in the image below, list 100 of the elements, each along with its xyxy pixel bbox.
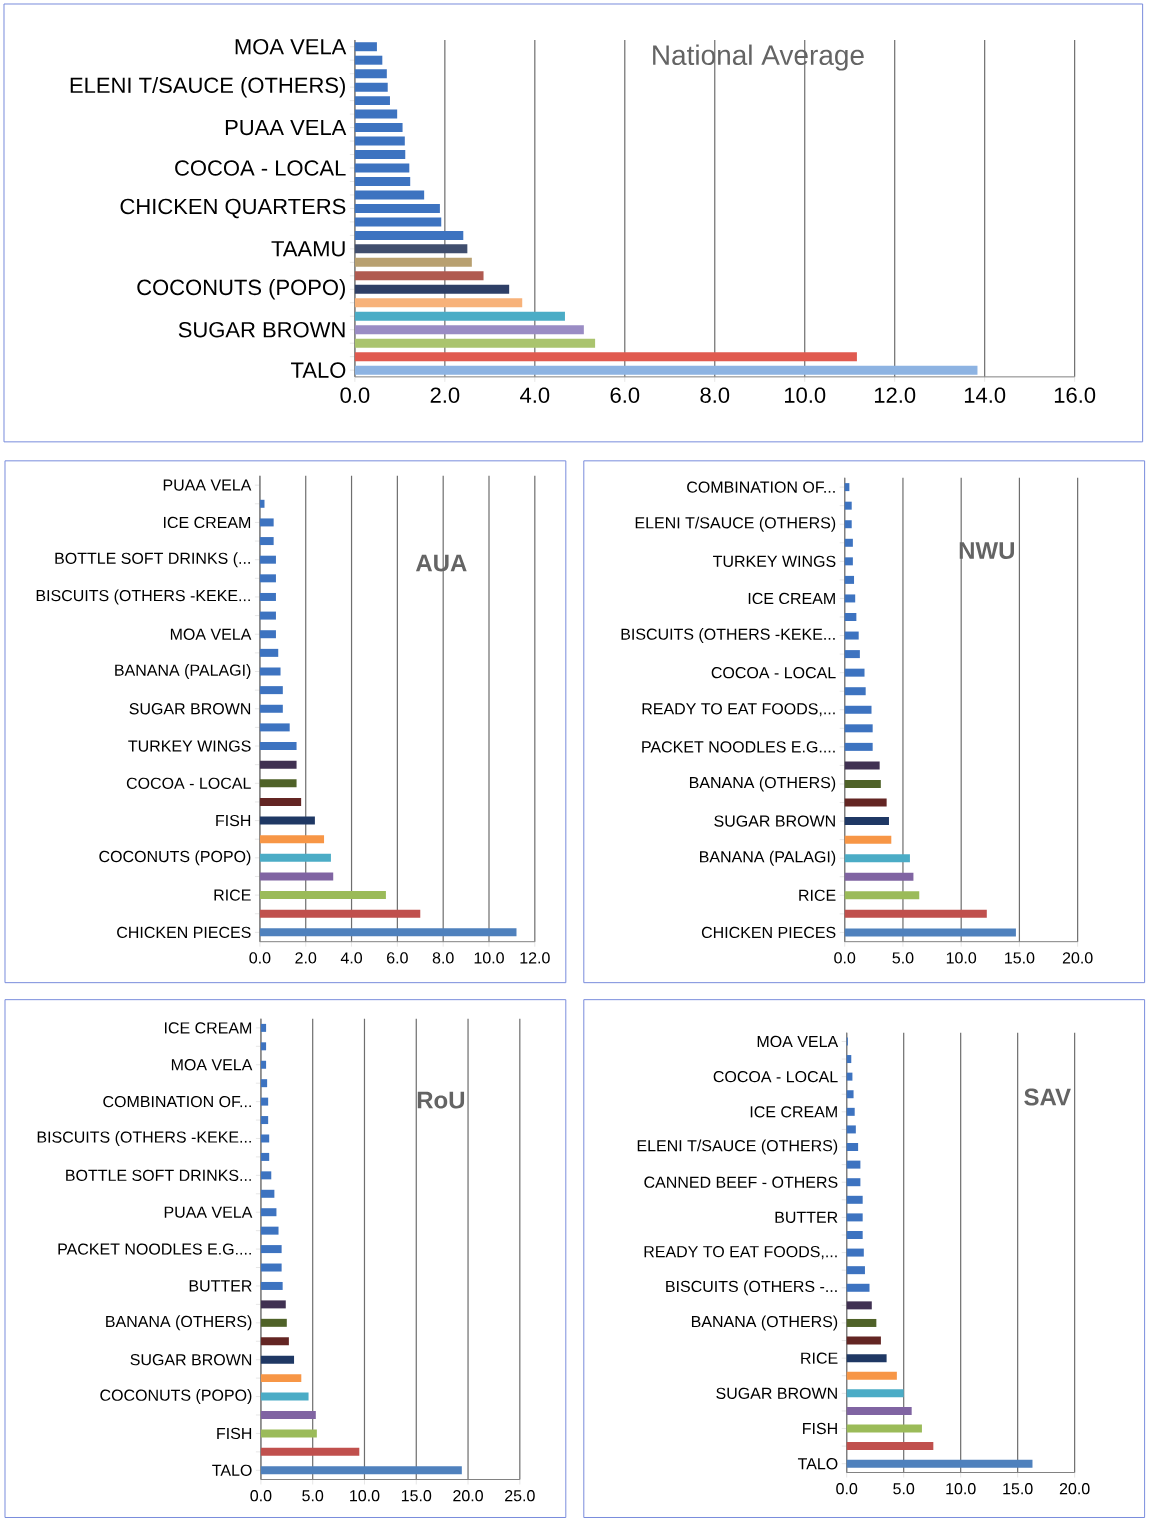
bar <box>846 1213 863 1222</box>
x-tick-label: 0.0 <box>834 952 856 964</box>
bar <box>355 325 585 335</box>
bar <box>261 1245 282 1254</box>
bar <box>260 723 290 732</box>
bar <box>846 1143 859 1152</box>
y-tick-label: PUAA VELA <box>164 1206 253 1218</box>
bar <box>844 705 872 714</box>
bar <box>261 1337 290 1346</box>
bar <box>260 779 297 788</box>
bar <box>846 1283 870 1292</box>
y-tick-label: TURKEY WINGS <box>713 555 836 567</box>
y-tick-label: SUGAR BROWN <box>714 815 836 827</box>
bar <box>260 853 332 862</box>
bar <box>355 163 410 173</box>
x-tick-label: 16.0 <box>1055 387 1096 403</box>
y-tick-label: ICE CREAM <box>165 1022 252 1034</box>
bar <box>846 1195 863 1204</box>
bar <box>261 1208 277 1217</box>
bar <box>846 1424 923 1433</box>
y-tick-label: RICE <box>799 889 836 901</box>
bar <box>261 1429 318 1438</box>
bar <box>261 1171 272 1180</box>
bar <box>844 575 855 584</box>
bar <box>846 1354 887 1363</box>
y-tick-label: READY TO EAT FOODS,... <box>644 1245 837 1260</box>
bar <box>261 1116 269 1125</box>
y-tick-label: MOA VELA <box>172 1059 253 1071</box>
bar <box>261 1318 287 1327</box>
y-tick-label: PACKET NOODLES E.G.... <box>58 1243 252 1255</box>
y-tick-label: CHICKEN QUARTERS <box>120 198 346 219</box>
bar <box>844 928 1017 937</box>
bar <box>355 82 388 92</box>
bar <box>260 611 277 620</box>
bar <box>844 557 854 566</box>
bar <box>261 1152 270 1161</box>
bar <box>846 1248 864 1257</box>
bar <box>844 538 854 547</box>
bar <box>844 872 914 881</box>
bar <box>355 230 464 240</box>
bar <box>261 1263 282 1272</box>
x-tick-label: 4.0 <box>520 387 550 403</box>
bar <box>355 123 403 133</box>
bar <box>355 217 442 227</box>
y-tick-label: COMBINATION OF... <box>687 481 835 493</box>
bar <box>260 909 421 918</box>
bar <box>355 190 425 200</box>
bar <box>844 854 911 863</box>
bar <box>261 1060 267 1069</box>
y-tick-label: TALO <box>291 362 346 378</box>
bar <box>844 835 892 844</box>
x-tick-label: 10.0 <box>474 952 505 964</box>
bar <box>260 872 334 881</box>
bar <box>846 1125 857 1134</box>
bar <box>355 271 484 281</box>
y-tick-label: COCOA - LOCAL <box>127 777 252 789</box>
x-tick-label: 15.0 <box>1003 1483 1033 1495</box>
bar <box>355 109 398 119</box>
bar <box>844 631 859 640</box>
bar <box>261 1079 268 1088</box>
y-tick-label: MOA VELA <box>171 628 252 640</box>
bar <box>846 1090 854 1099</box>
y-tick-label: BANANA (OTHERS) <box>690 776 836 792</box>
bar <box>260 592 277 601</box>
bar <box>261 1281 283 1290</box>
x-tick-label: 15.0 <box>1005 952 1035 964</box>
bar <box>844 724 873 733</box>
x-tick-label: 12.0 <box>875 387 916 403</box>
bar <box>844 650 861 659</box>
bar <box>846 1107 855 1116</box>
x-tick-label: 0.0 <box>250 1490 272 1502</box>
y-tick-label: CANNED BEEF - OTHERS <box>644 1176 838 1188</box>
y-tick-label: FISH <box>217 1427 252 1440</box>
bar <box>260 742 297 751</box>
y-tick-label: ELENI T/SAUCE (OTHERS) <box>70 76 346 98</box>
x-tick-label: 0.0 <box>340 387 370 403</box>
bar <box>260 797 302 806</box>
y-tick-label: BOTTLE SOFT DRINKS... <box>66 1169 252 1182</box>
bar <box>260 704 284 713</box>
y-tick-label: FISH <box>803 1422 838 1435</box>
y-tick-label: COCOA - LOCAL <box>175 160 346 176</box>
y-tick-label: SUGAR BROWN <box>130 1354 252 1366</box>
bar <box>844 761 880 770</box>
bar <box>355 338 596 348</box>
bar <box>844 687 866 696</box>
text: RoU <box>417 1091 465 1109</box>
x-tick-label: 6.0 <box>387 952 409 964</box>
x-tick-label: 8.0 <box>432 952 454 964</box>
x-tick-label: 2.0 <box>430 387 460 403</box>
y-tick-label: ELENI T/SAUCE (OTHERS) <box>637 1139 838 1155</box>
bar <box>844 594 856 603</box>
bar <box>260 648 279 657</box>
bar <box>260 518 274 527</box>
bar <box>260 630 277 639</box>
bar <box>846 1160 861 1169</box>
y-tick-label: BISCUITS (OTHERS -... <box>666 1280 837 1296</box>
y-tick-label: COMBINATION OF... <box>103 1095 252 1108</box>
x-tick-label: 15.0 <box>402 1490 432 1502</box>
y-tick-label: TALO <box>798 1458 838 1470</box>
bar <box>846 1266 866 1275</box>
